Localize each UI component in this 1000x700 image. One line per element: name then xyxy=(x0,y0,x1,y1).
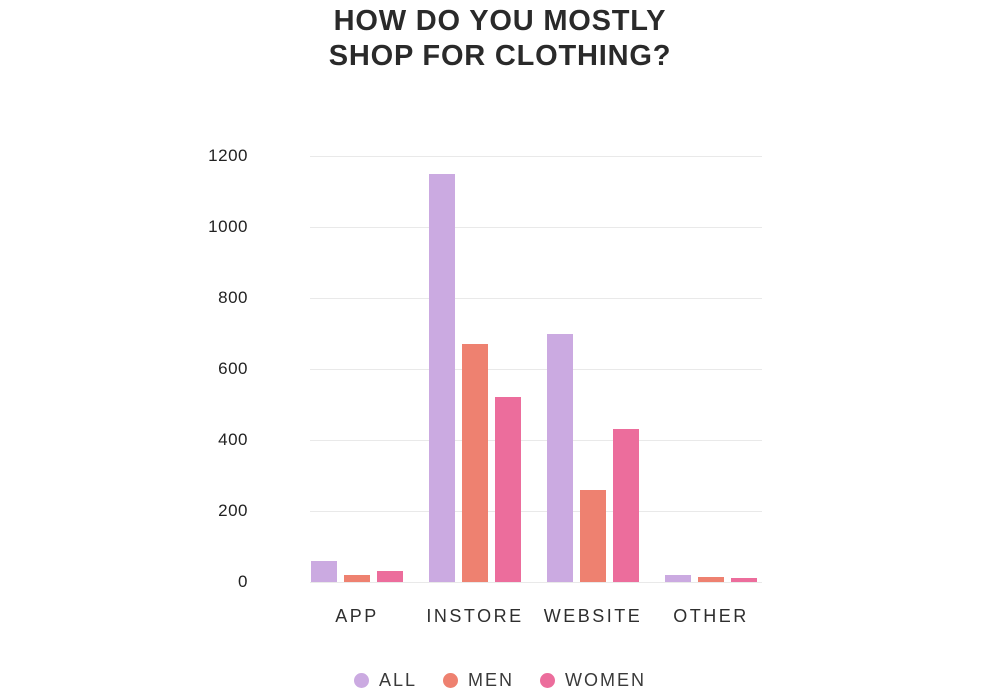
legend-label-all: ALL xyxy=(378,670,418,690)
bar-other-all xyxy=(665,574,691,582)
bar-instore-men xyxy=(462,344,488,582)
legend-dot-women xyxy=(540,673,556,688)
gridline-800 xyxy=(310,298,762,299)
x-axis-label-other: OTHER xyxy=(673,606,749,626)
y-axis-tick-label-1000: 1000 xyxy=(208,217,248,236)
gridline-0 xyxy=(310,582,762,583)
legend-dot-men xyxy=(443,673,459,688)
chart-title: HOW DO YOU MOSTLY SHOP FOR CLOTHING? xyxy=(0,4,1000,74)
bar-app-men xyxy=(344,574,370,582)
legend-item-women: WOMEN xyxy=(540,670,646,691)
chart-title-line-1: HOW DO YOU MOSTLY xyxy=(333,5,667,37)
legend-label-men: MEN xyxy=(468,670,515,690)
legend-item-men: MEN xyxy=(443,670,514,691)
gridline-400 xyxy=(310,440,762,441)
y-axis-tick-label-400: 400 xyxy=(218,430,248,449)
bar-app-women xyxy=(377,571,403,582)
legend: ALL MEN WOMEN xyxy=(0,670,1000,691)
y-axis-tick-label-200: 200 xyxy=(218,501,248,520)
legend-dot-all xyxy=(353,673,369,688)
y-axis-tick-label-0: 0 xyxy=(238,572,248,591)
chart-title-line-2: SHOP FOR CLOTHING? xyxy=(328,40,672,72)
legend-item-all: ALL xyxy=(353,670,418,691)
y-axis-tick-label-800: 800 xyxy=(218,288,248,307)
bar-website-women xyxy=(613,429,639,582)
bar-app-all xyxy=(311,560,337,582)
y-axis-tick-label-600: 600 xyxy=(218,359,248,378)
bar-other-women xyxy=(731,578,757,582)
bar-other-men xyxy=(698,576,724,582)
y-axis-tick-label-1200: 1200 xyxy=(208,146,248,165)
plot-area: APP INSTORE WEBSITE OTHER xyxy=(310,156,762,626)
x-axis-label-instore: INSTORE xyxy=(426,606,524,626)
bar-website-men xyxy=(580,489,606,582)
x-axis-label-website: WEBSITE xyxy=(543,606,643,626)
bar-instore-women xyxy=(495,397,521,582)
x-axis-label-app: APP xyxy=(335,606,379,626)
legend-label-women: WOMEN xyxy=(565,670,647,690)
gridline-1200 xyxy=(310,156,762,157)
bar-website-all xyxy=(547,333,573,582)
gridline-200 xyxy=(310,511,762,512)
gridline-600 xyxy=(310,369,762,370)
bar-instore-all xyxy=(429,173,455,582)
gridline-1000 xyxy=(310,227,762,228)
